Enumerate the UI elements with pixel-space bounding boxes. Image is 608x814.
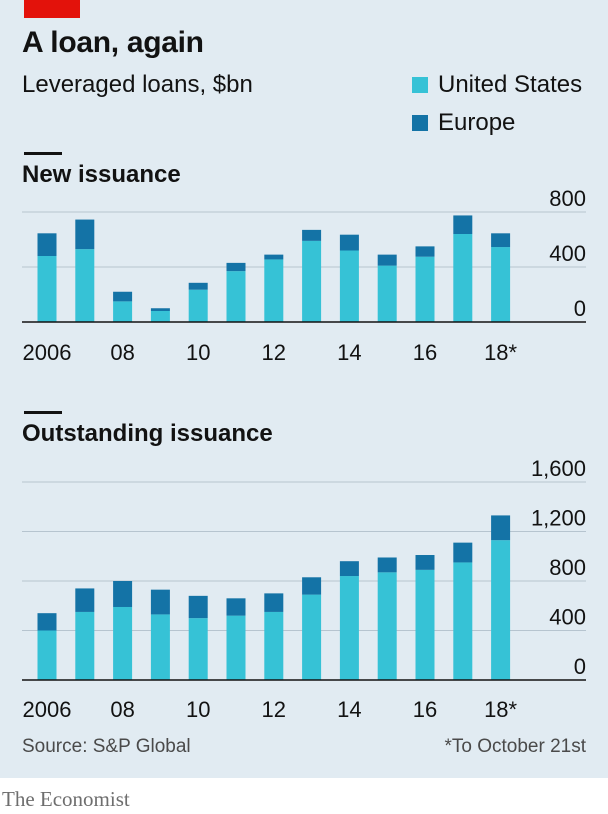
section-title-outstanding-issuance: Outstanding issuance: [22, 420, 273, 447]
new-issuance-bar-united-states: [339, 250, 359, 322]
new-issuance-xtick-label: 10: [186, 340, 210, 365]
new-issuance-bar-europe: [377, 254, 397, 266]
new-issuance-bar-europe: [415, 246, 435, 257]
outstanding-issuance-xtick-label: 10: [186, 697, 210, 722]
section-rule-new-issuance: [24, 152, 62, 155]
outstanding-issuance-bar-united-states: [264, 611, 284, 680]
new-issuance-bar-united-states: [264, 259, 284, 322]
new-issuance-ytick-label: 0: [574, 296, 586, 321]
outstanding-issuance-xtick-label: 12: [262, 697, 286, 722]
brand-red-tag: [24, 0, 80, 18]
new-issuance-xtick-label: 08: [110, 340, 134, 365]
new-issuance-xtick-label: 2006: [23, 340, 72, 365]
new-issuance-ytick-label: 800: [549, 186, 586, 211]
outstanding-issuance-bar-united-states: [75, 611, 95, 680]
brand-wordmark: The Economist: [2, 787, 130, 811]
outstanding-issuance-xtick-label: 2006: [23, 697, 72, 722]
section-title-new-issuance: New issuance: [22, 161, 181, 188]
outstanding-issuance-bar-europe: [377, 557, 397, 573]
outstanding-issuance-bar-united-states: [188, 618, 208, 680]
new-issuance-bar-europe: [226, 262, 246, 272]
outstanding-issuance-bar-united-states: [453, 562, 473, 680]
new-issuance-bar-europe: [37, 233, 57, 256]
outstanding-issuance-bar-united-states: [302, 594, 322, 680]
outstanding-issuance-bar-united-states: [491, 540, 511, 680]
outstanding-issuance-bar-europe: [150, 589, 170, 615]
outstanding-issuance-bar-united-states: [415, 569, 435, 680]
new-issuance-bar-europe: [339, 234, 359, 251]
new-issuance-bar-united-states: [37, 256, 57, 322]
legend-swatch-united-states: [412, 77, 428, 93]
new-issuance-bar-united-states: [302, 240, 322, 322]
new-issuance-bar-united-states: [75, 249, 95, 322]
new-issuance-bar-europe: [188, 282, 208, 290]
new-issuance-bar-united-states: [150, 311, 170, 322]
new-issuance-bar-united-states: [377, 265, 397, 322]
new-issuance-xtick-label: 14: [337, 340, 361, 365]
outstanding-issuance-bar-europe: [339, 561, 359, 577]
outstanding-issuance-bar-europe: [188, 595, 208, 619]
new-issuance-xtick-label: 16: [413, 340, 437, 365]
source-note: Source: S&P Global: [22, 736, 191, 757]
outstanding-issuance-bar-europe: [415, 555, 435, 570]
outstanding-issuance-ytick-label: 0: [574, 654, 586, 679]
outstanding-issuance-xtick-label: 08: [110, 697, 134, 722]
outstanding-issuance-bar-europe: [491, 515, 511, 541]
new-issuance-bar-united-states: [188, 289, 208, 322]
outstanding-issuance-bar-united-states: [226, 615, 246, 680]
new-issuance-bar-europe: [113, 291, 133, 302]
outstanding-issuance-ytick-label: 1,600: [531, 456, 586, 481]
new-issuance-bar-europe: [302, 229, 322, 241]
new-issuance-xtick-label: 18*: [484, 340, 517, 365]
outstanding-issuance-xtick-label: 16: [413, 697, 437, 722]
section-rule-outstanding-issuance: [24, 411, 62, 414]
new-issuance-bar-europe: [75, 219, 95, 250]
legend-item-europe: Europe: [412, 109, 515, 137]
legend-label-europe: Europe: [438, 109, 516, 136]
footnote: *To October 21st: [444, 736, 586, 757]
outstanding-issuance-bar-europe: [264, 593, 284, 612]
new-issuance-ytick-label: 400: [549, 241, 586, 266]
outstanding-issuance-ytick-label: 400: [549, 605, 586, 630]
legend-swatch-europe: [412, 115, 428, 131]
outstanding-issuance-bar-united-states: [113, 606, 133, 680]
new-issuance-bar-europe: [453, 215, 473, 234]
outstanding-issuance-bar-europe: [113, 581, 133, 607]
chart-title: A loan, again: [22, 26, 204, 59]
outstanding-issuance-bar-europe: [453, 542, 473, 563]
new-issuance-bar-united-states: [491, 247, 511, 322]
legend-item-united-states: United States: [412, 71, 582, 99]
new-issuance-bar-united-states: [453, 234, 473, 322]
outstanding-issuance-bar-europe: [226, 598, 246, 616]
outstanding-issuance-bar-europe: [302, 577, 322, 595]
outstanding-issuance-xtick-label: 14: [337, 697, 361, 722]
chart-subtitle: Leveraged loans, $bn: [22, 71, 253, 98]
charts-svg: 800 400 0 2006 08 10 12 14 16 18* 1,600 1,200 800 400…: [22, 186, 586, 722]
new-issuance-xtick-label: 12: [262, 340, 286, 365]
new-issuance-bar-united-states: [415, 256, 435, 322]
new-issuance-bar-europe: [491, 233, 511, 248]
outstanding-issuance-bar-united-states: [37, 630, 57, 680]
outstanding-issuance-bar-united-states: [377, 572, 397, 680]
new-issuance-bar-united-states: [226, 271, 246, 322]
outstanding-issuance-ytick-label: 800: [549, 555, 586, 580]
outstanding-issuance-bar-europe: [75, 588, 95, 612]
outstanding-issuance-bar-united-states: [150, 614, 170, 680]
new-issuance-bar-europe: [150, 308, 170, 311]
outstanding-issuance-ytick-label: 1,200: [531, 506, 586, 531]
legend-label-united-states: United States: [438, 71, 583, 98]
new-issuance-bar-europe: [264, 254, 284, 260]
outstanding-issuance-bar-europe: [37, 613, 57, 631]
new-issuance-bar-united-states: [113, 301, 133, 322]
outstanding-issuance-bar-united-states: [339, 576, 359, 680]
outstanding-issuance-xtick-label: 18*: [484, 697, 517, 722]
